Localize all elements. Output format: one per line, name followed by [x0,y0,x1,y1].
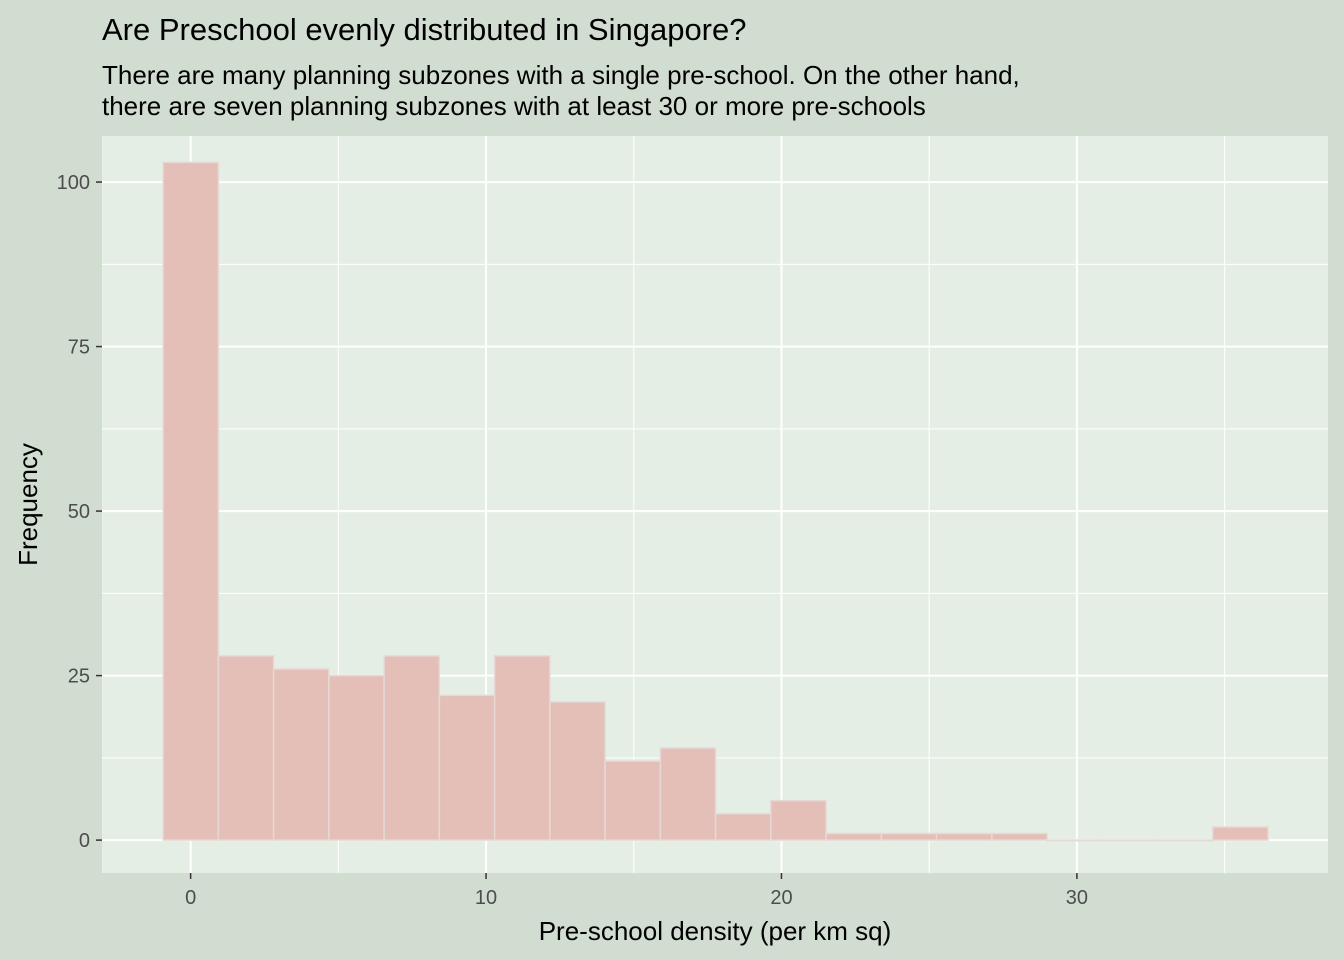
histogram-bar-7 [549,701,606,841]
histogram-bar-18 [1156,839,1214,842]
histogram-bar-2 [272,668,330,841]
chart-title: Are Preschool evenly distributed in Sing… [102,12,747,47]
y-tick-label: 25 [68,666,90,688]
y-tick-label: 0 [79,830,90,852]
histogram-bar-0 [162,161,220,841]
histogram-bar-8 [604,760,662,841]
x-axis-ticks: 0 10 20 30 [185,873,1088,909]
histogram-bar-16 [1046,839,1104,842]
subtitle-line-1: There are many planning subzones with a … [102,60,1020,90]
x-tick-label: 10 [475,887,497,909]
histogram-bar-13 [880,832,938,841]
y-tick-label: 75 [68,337,90,359]
x-tick-label: 30 [1066,887,1088,909]
x-tick-label: 0 [185,887,196,909]
subtitle-line-2: there are seven planning subzones with a… [102,91,926,121]
histogram-bar-14 [935,832,993,841]
histogram-bars [162,161,1269,842]
histogram-bar-3 [328,674,385,841]
histogram-bar-11 [770,799,827,841]
histogram-bar-4 [383,655,441,841]
y-axis-ticks: 0 25 50 75 100 [57,172,102,852]
y-tick-label: 50 [68,501,90,523]
histogram-bar-5 [438,694,496,841]
histogram-bar-1 [217,655,275,841]
histogram-bar-17 [1101,839,1159,842]
histogram-bar-12 [825,832,883,841]
x-tick-label: 20 [770,887,792,909]
histogram-bar-15 [991,832,1048,841]
y-tick-label: 100 [57,172,90,194]
histogram-bar-19 [1212,826,1269,841]
y-axis-title: Frequency [13,443,43,566]
chart-subtitle: There are many planning subzones with a … [102,60,1302,122]
histogram-bar-6 [493,655,551,841]
x-axis-title: Pre-school density (per km sq) [539,916,892,946]
histogram-bar-10 [714,813,772,841]
histogram-bar-9 [659,747,717,841]
